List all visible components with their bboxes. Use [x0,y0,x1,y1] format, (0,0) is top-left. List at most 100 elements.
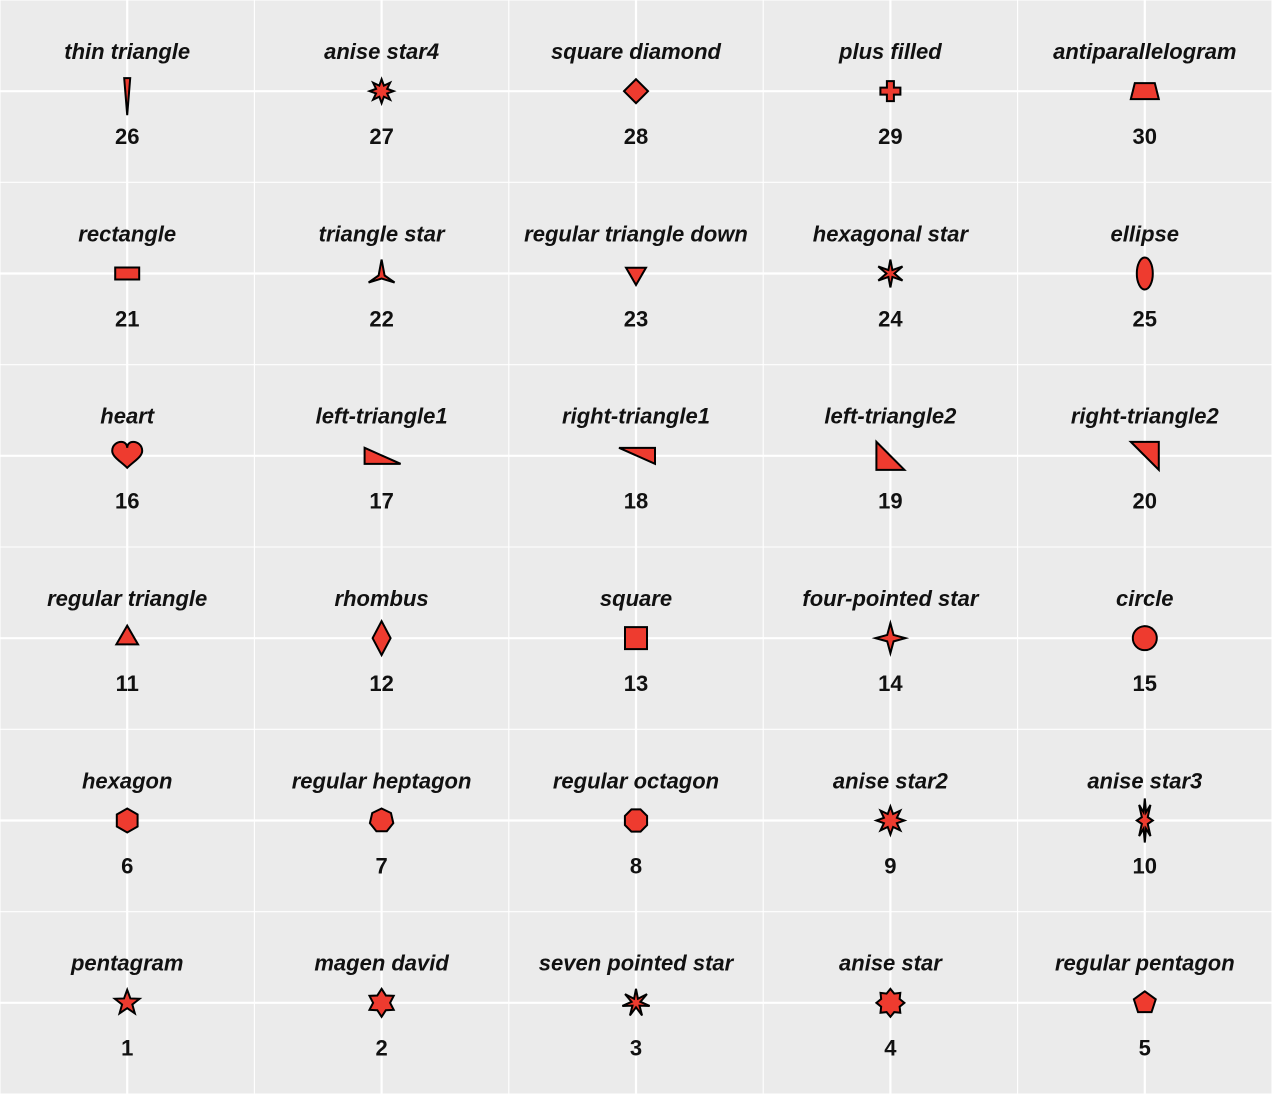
four-pointed-star-mark [871,619,910,658]
seven-pointed-star-mark [621,988,651,1017]
shape-id-label: 11 [116,671,139,696]
shape-id-label: 27 [369,124,393,149]
shape-point-20: right-triangle2 20 [1071,404,1220,514]
antiparallelogram-mark [1129,82,1161,101]
circle-mark [1131,625,1158,652]
shape-point-15: circle 15 [1116,586,1174,696]
plus-filled-mark [879,80,902,103]
shape-point-5: regular pentagon 5 [1055,951,1235,1061]
shape-id-label: 7 [375,853,387,878]
regular-pentagon-mark [1132,990,1157,1014]
shape-id-label: 10 [1133,853,1157,878]
anise-star3-mark [1135,798,1155,843]
square-mark [624,626,648,651]
shape-id-label: 8 [630,853,642,878]
shape-point-16: heart 16 [100,404,155,514]
magen-david-mark [367,986,396,1019]
shape-id-label: 16 [115,489,139,514]
shape-point-3: seven pointed star 3 [539,951,735,1061]
regular-triangle-down-mark [624,266,648,287]
shape-point-19: left-triangle2 19 [824,404,957,514]
shape-name-label: regular triangle [47,586,207,611]
shape-point-25: ellipse 25 [1111,221,1179,331]
left-triangle2-mark [875,439,907,471]
shape-id-label: 2 [375,1036,387,1061]
square-diamond-mark [622,77,650,105]
pentagram-mark [112,986,143,1016]
shape-id-label: 3 [630,1036,642,1061]
shape-id-label: 29 [878,124,902,149]
shape-id-label: 5 [1139,1036,1151,1061]
shape-point-12: rhombus 12 [335,586,429,696]
shape-point-26: thin triangle 26 [64,39,190,149]
shape-name-label: rhombus [335,586,429,611]
shape-id-label: 1 [121,1036,133,1061]
shape-point-9: anise star2 9 [833,768,949,878]
shape-point-18: right-triangle1 18 [562,404,710,514]
shape-name-label: anise star4 [324,39,439,64]
rhombus-mark [371,619,392,658]
shape-name-label: antiparallelogram [1053,39,1236,64]
shape-point-7: regular heptagon 7 [292,768,472,878]
shape-name-label: thin triangle [64,39,190,64]
shape-point-21: rectangle 21 [78,221,176,331]
shape-name-label: magen david [314,951,449,976]
shape-name-label: triangle star [319,221,446,246]
shape-point-11: regular triangle 11 [47,586,207,696]
shape-name-label: plus filled [838,39,942,64]
shape-point-27: anise star4 27 [324,39,439,149]
shape-name-label: rectangle [78,221,176,246]
shape-id-label: 21 [115,306,139,331]
shape-point-28: square diamond 28 [551,39,721,149]
shape-point-29: plus filled 29 [838,39,942,149]
shape-name-label: right-triangle2 [1071,404,1220,429]
shape-id-label: 26 [115,124,139,149]
shape-name-label: hexagon [82,768,172,793]
shape-name-label: heart [100,404,155,429]
shape-name-label: regular heptagon [292,768,472,793]
shape-name-label: left-triangle1 [316,404,448,429]
shape-point-1: pentagram 1 [70,951,183,1061]
shape-name-label: anise star [839,951,943,976]
rectangle-mark [114,266,141,281]
regular-triangle-mark [114,623,140,646]
shape-name-label: seven pointed star [539,951,735,976]
shape-name-label: anise star3 [1087,768,1202,793]
right-triangle2-mark [1128,440,1160,473]
shape-name-label: regular triangle down [524,221,748,246]
shape-id-label: 4 [884,1036,897,1061]
heart-mark [111,440,144,470]
thin-triangle-mark [123,77,132,116]
shape-id-label: 18 [624,489,648,514]
shape-id-label: 22 [369,306,393,331]
regular-heptagon-mark [368,807,395,833]
shape-name-label: left-triangle2 [824,404,957,429]
shape-name-label: right-triangle1 [562,404,710,429]
ellipse-mark [1135,256,1154,291]
shape-point-13: square 13 [600,586,672,696]
shape-name-label: ellipse [1111,221,1179,246]
shape-id-label: 28 [624,124,648,149]
anise-star2-mark [873,803,908,838]
shape-name-label: anise star2 [833,768,949,793]
shape-id-label: 30 [1133,124,1157,149]
shape-point-17: left-triangle1 17 [316,404,448,514]
anise-star-mark [874,987,906,1019]
shape-id-label: 19 [878,489,902,514]
shape-name-label: square diamond [551,39,721,64]
shape-point-10: anise star3 10 [1087,768,1202,878]
shape-name-label: regular pentagon [1055,951,1235,976]
shape-id-label: 13 [624,671,648,696]
left-triangle1-mark [363,446,402,465]
shape-id-label: 25 [1133,306,1157,331]
shape-point-23: regular triangle down 23 [524,221,748,331]
shape-point-30: antiparallelogram 30 [1053,39,1236,149]
regular-octagon-mark [623,808,649,833]
shape-name-label: square [600,586,672,611]
hexagon-mark [115,807,139,834]
shape-id-label: 24 [878,306,903,331]
shape-name-label: four-pointed star [802,586,979,611]
hexagonal-star-mark [877,259,904,288]
